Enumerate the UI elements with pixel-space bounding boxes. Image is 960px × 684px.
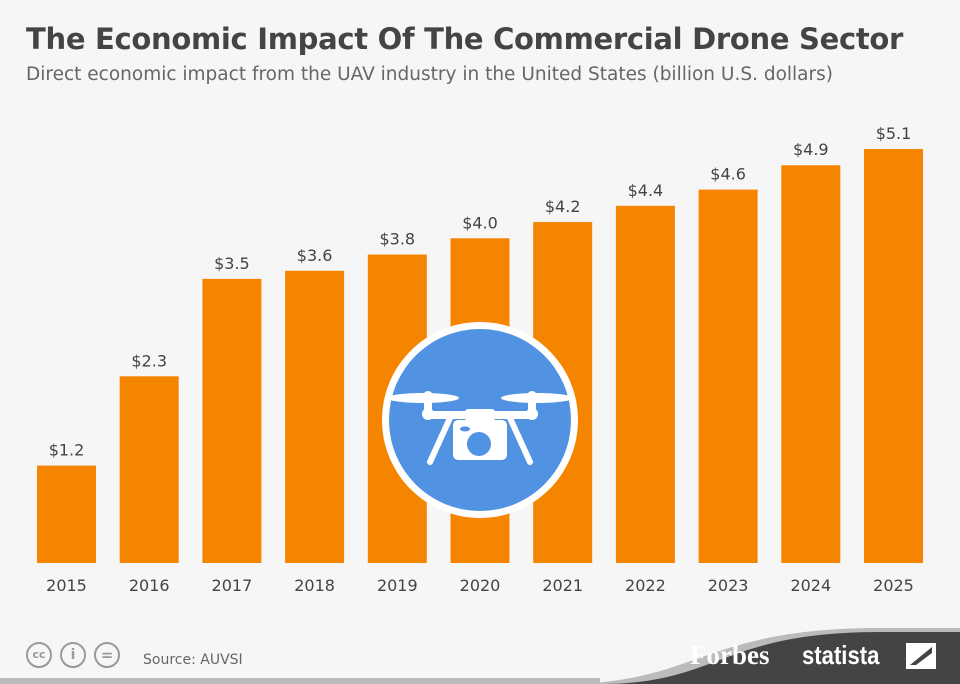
footer-line (0, 678, 600, 684)
data-label: $1.2 (49, 441, 85, 460)
x-tick-label: 2020 (460, 576, 501, 595)
data-label: $4.2 (545, 197, 581, 216)
data-label: $4.4 (628, 181, 664, 200)
x-tick-label: 2021 (542, 576, 583, 595)
bar-2022 (615, 205, 675, 563)
x-tick-label: 2022 (625, 576, 666, 595)
chart-subtitle: Direct economic impact from the UAV indu… (26, 64, 833, 85)
no-derivatives-icon: = (94, 642, 120, 668)
x-tick-label: 2016 (129, 576, 170, 595)
footer-band (600, 632, 960, 684)
data-label: $3.8 (379, 230, 415, 249)
cc-icon: cc (26, 642, 52, 668)
statista-logo: statista (802, 640, 880, 670)
data-label: $5.1 (876, 124, 912, 143)
bar-2018 (285, 270, 345, 563)
data-label: $4.9 (793, 140, 829, 159)
x-tick-label: 2025 (873, 576, 914, 595)
bar-2015 (37, 465, 96, 563)
attribution-icon: i (60, 642, 86, 668)
x-tick-label: 2015 (46, 576, 87, 595)
chart-title: The Economic Impact Of The Commercial Dr… (26, 22, 904, 56)
bar-2024 (781, 165, 841, 563)
data-label: $4.0 (462, 213, 498, 232)
data-label: $3.5 (214, 254, 250, 273)
x-tick-label: 2019 (377, 576, 418, 595)
data-label: $3.6 (297, 246, 333, 265)
x-tick-label: 2024 (790, 576, 831, 595)
x-tick-label: 2017 (212, 576, 253, 595)
source-note: Source: AUVSI (143, 652, 243, 668)
statista-logo-mark (906, 643, 936, 669)
data-label: $4.6 (710, 165, 746, 184)
bar-2023 (698, 189, 758, 563)
data-label: $2.3 (131, 351, 167, 370)
forbes-logo: Forbes (690, 640, 770, 670)
bar-2025 (864, 149, 923, 563)
drone-camera-icon (382, 322, 578, 518)
bar-2017 (202, 278, 262, 563)
x-tick-label: 2018 (294, 576, 335, 595)
x-tick-label: 2023 (708, 576, 749, 595)
bar-2016 (119, 376, 179, 563)
